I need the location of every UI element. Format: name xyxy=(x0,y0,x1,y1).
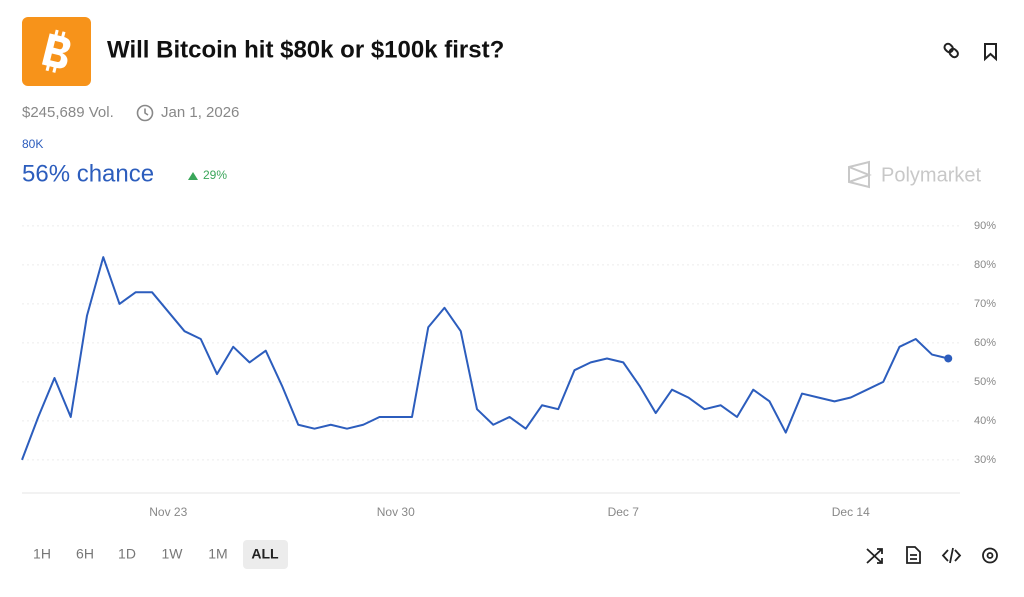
x-tick-label: Dec 7 xyxy=(608,505,640,519)
range-button[interactable]: ALL xyxy=(251,546,279,562)
brand-logo xyxy=(848,160,872,189)
range-button[interactable]: 1H xyxy=(33,546,51,562)
range-button[interactable]: 6H xyxy=(76,546,94,562)
x-tick-label: Nov 23 xyxy=(149,505,187,519)
y-tick-label: 70% xyxy=(974,298,996,310)
shuffle-button[interactable] xyxy=(866,548,883,564)
y-tick-label: 40% xyxy=(974,415,996,427)
document-button[interactable] xyxy=(906,546,921,564)
x-tick-label: Dec 14 xyxy=(832,505,870,519)
change-arrow xyxy=(188,172,198,180)
clock-icon xyxy=(136,104,154,122)
embed-button[interactable] xyxy=(941,547,962,564)
range-button[interactable]: 1W xyxy=(162,546,184,562)
y-tick-label: 60% xyxy=(974,337,996,349)
range-button[interactable]: 1M xyxy=(208,546,227,562)
bookmark-button[interactable] xyxy=(984,43,997,62)
range-button[interactable]: 1D xyxy=(118,546,136,562)
range-selected-bg xyxy=(243,540,288,569)
toolbar-icons xyxy=(866,546,998,564)
y-tick-label: 90% xyxy=(974,220,996,232)
x-tick-label: Nov 30 xyxy=(377,505,415,519)
end-date: Jan 1, 2026 xyxy=(161,104,239,121)
settings-button[interactable] xyxy=(982,547,998,564)
y-tick-label: 30% xyxy=(974,454,996,466)
y-tick-label: 50% xyxy=(974,376,996,388)
bitcoin-glyph xyxy=(41,29,71,73)
change: 29% xyxy=(203,168,227,182)
price-line xyxy=(21,256,949,461)
link-button[interactable] xyxy=(943,42,959,59)
volume: $245,689 Vol. xyxy=(22,104,114,121)
last-point xyxy=(944,354,953,363)
market-title: Will Bitcoin hit $80k or $100k first? xyxy=(107,36,504,63)
y-tick-label: 80% xyxy=(974,259,996,271)
chance: 56% chance xyxy=(22,160,154,187)
outcome-name: 80K xyxy=(22,137,43,151)
brand: Polymarket xyxy=(881,164,981,186)
